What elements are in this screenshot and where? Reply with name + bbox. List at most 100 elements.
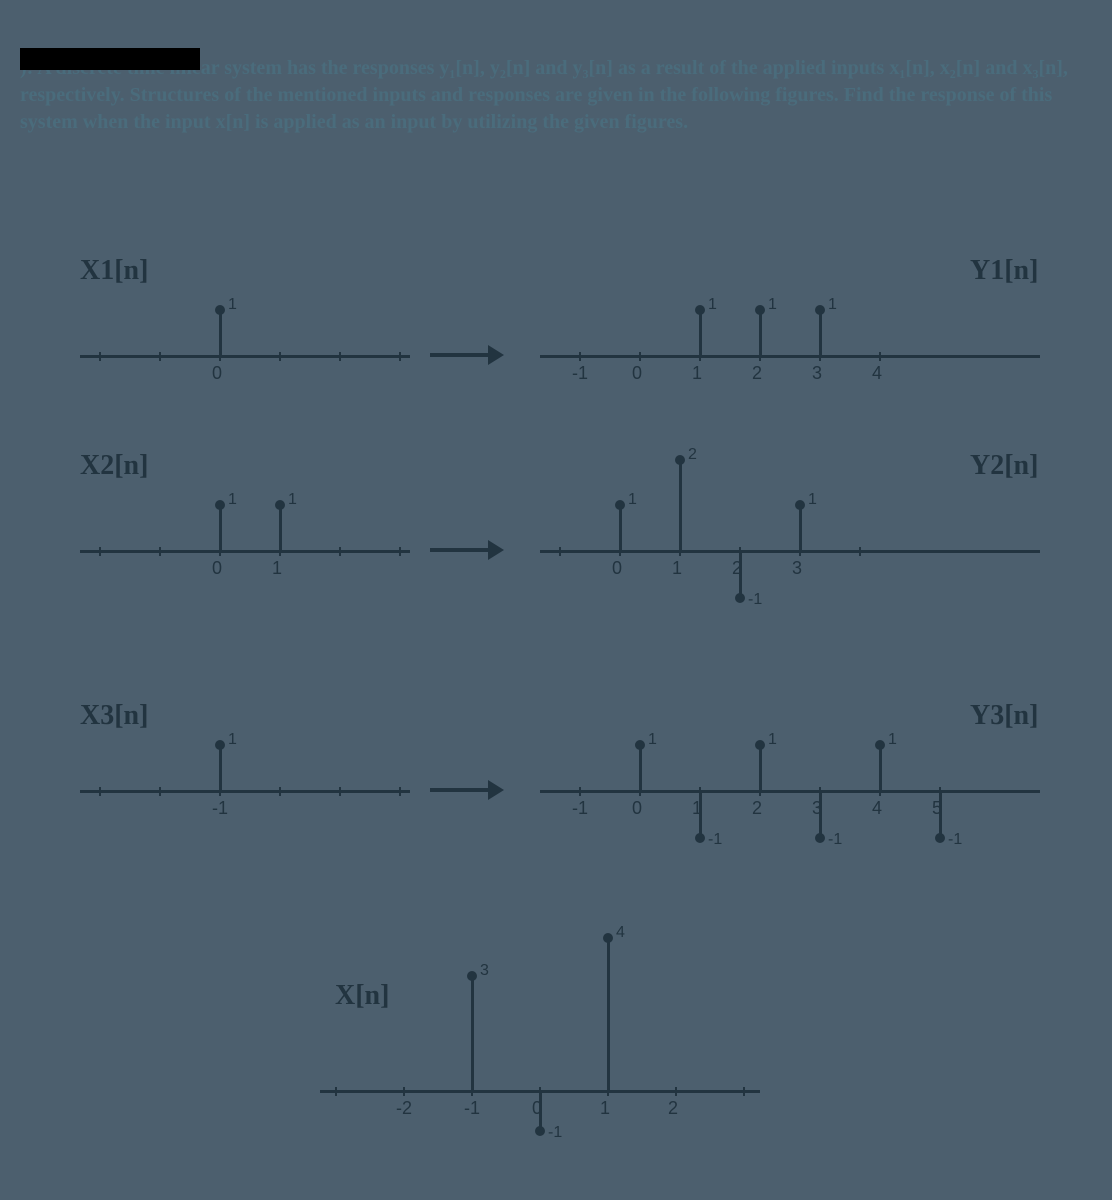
- axis-tick: [335, 1087, 337, 1096]
- axis-tick-label: 4: [872, 798, 882, 819]
- axis-tick-label: 0: [632, 363, 642, 384]
- stem-value: 1: [888, 731, 897, 749]
- stem-value: 1: [708, 296, 717, 314]
- axis-tick: [743, 1087, 745, 1096]
- axis-tick: [99, 547, 101, 556]
- stem-dot: [603, 933, 613, 943]
- axis-tick: [879, 352, 881, 361]
- axis-tick-label: 1: [672, 558, 682, 579]
- stem-value: 1: [288, 491, 297, 509]
- x-axis: [80, 790, 410, 793]
- axis-tick: [159, 352, 161, 361]
- stem: [739, 553, 742, 598]
- stem: [471, 976, 474, 1090]
- axis-tick: [99, 787, 101, 796]
- stem-dot: [695, 833, 705, 843]
- stem: [219, 745, 222, 790]
- axis-tick-label: 2: [752, 363, 762, 384]
- axis-tick: [403, 1087, 405, 1096]
- stem-value: -1: [948, 831, 962, 849]
- stem: [799, 505, 802, 550]
- axis-tick-label: 1: [272, 558, 282, 579]
- stem-dot: [815, 833, 825, 843]
- stem-value: 4: [616, 924, 625, 942]
- plot-title: X3[n]: [80, 700, 148, 732]
- stem: [759, 745, 762, 790]
- axis-tick: [99, 352, 101, 361]
- stem-dot: [875, 740, 885, 750]
- plot-title: X1[n]: [80, 255, 148, 287]
- plot-title: Y2[n]: [970, 450, 1038, 482]
- stem-dot: [755, 305, 765, 315]
- axis-tick: [675, 1087, 677, 1096]
- stem-dot: [695, 305, 705, 315]
- axis-tick: [339, 787, 341, 796]
- stem-value: 3: [480, 962, 489, 980]
- maps-to-arrow: [430, 540, 510, 560]
- stem-dot: [467, 971, 477, 981]
- axis-tick: [579, 787, 581, 796]
- stem-dot: [215, 740, 225, 750]
- stem: [819, 793, 822, 838]
- stem: [639, 745, 642, 790]
- axis-tick-label: 0: [632, 798, 642, 819]
- axis-tick: [159, 547, 161, 556]
- stem-dot: [535, 1126, 545, 1136]
- stem-value: 1: [228, 731, 237, 749]
- stem: [819, 310, 822, 355]
- stem-dot: [675, 455, 685, 465]
- axis-tick: [399, 547, 401, 556]
- x-axis: [80, 550, 410, 553]
- axis-tick-label: -1: [572, 363, 588, 384]
- x-axis: [80, 355, 410, 358]
- stem: [679, 460, 682, 550]
- redaction-mark: [20, 48, 200, 70]
- axis-tick-label: 0: [212, 558, 222, 579]
- axis-tick: [859, 547, 861, 556]
- x-axis: [540, 550, 1040, 553]
- axis-tick-label: 2: [752, 798, 762, 819]
- stem: [759, 310, 762, 355]
- stem-dot: [935, 833, 945, 843]
- stem: [279, 505, 282, 550]
- stem-dot: [615, 500, 625, 510]
- axis-tick-label: 1: [692, 363, 702, 384]
- stem-value: 1: [828, 296, 837, 314]
- axis-tick-label: 3: [792, 558, 802, 579]
- stem-dot: [735, 593, 745, 603]
- stem-dot: [755, 740, 765, 750]
- stem-value: 1: [228, 296, 237, 314]
- axis-tick-label: -1: [572, 798, 588, 819]
- axis-tick-label: 0: [212, 363, 222, 384]
- stem-value: 1: [628, 491, 637, 509]
- stem-value: 1: [768, 296, 777, 314]
- stem: [699, 793, 702, 838]
- axis-tick: [279, 787, 281, 796]
- x-axis: [540, 790, 1040, 793]
- stem-value: 1: [228, 491, 237, 509]
- stem-value: -1: [748, 591, 762, 609]
- stem: [939, 793, 942, 838]
- maps-to-arrow: [430, 345, 510, 365]
- plot-title: X[n]: [335, 980, 389, 1012]
- plot-title: Y1[n]: [970, 255, 1038, 287]
- stem-value: 2: [688, 446, 697, 464]
- axis-tick-label: -2: [396, 1098, 412, 1119]
- plot-title: X2[n]: [80, 450, 148, 482]
- stem-dot: [635, 740, 645, 750]
- axis-tick: [279, 352, 281, 361]
- stem: [619, 505, 622, 550]
- axis-tick: [159, 787, 161, 796]
- axis-tick: [339, 352, 341, 361]
- axis-tick: [579, 352, 581, 361]
- stem-dot: [215, 500, 225, 510]
- axis-tick-label: -1: [464, 1098, 480, 1119]
- axis-tick: [639, 352, 641, 361]
- axis-tick-label: 1: [600, 1098, 610, 1119]
- axis-tick: [399, 352, 401, 361]
- axis-tick: [559, 547, 561, 556]
- stem-value: -1: [828, 831, 842, 849]
- stem: [219, 505, 222, 550]
- plot-title: Y3[n]: [970, 700, 1038, 732]
- axis-tick-label: 4: [872, 363, 882, 384]
